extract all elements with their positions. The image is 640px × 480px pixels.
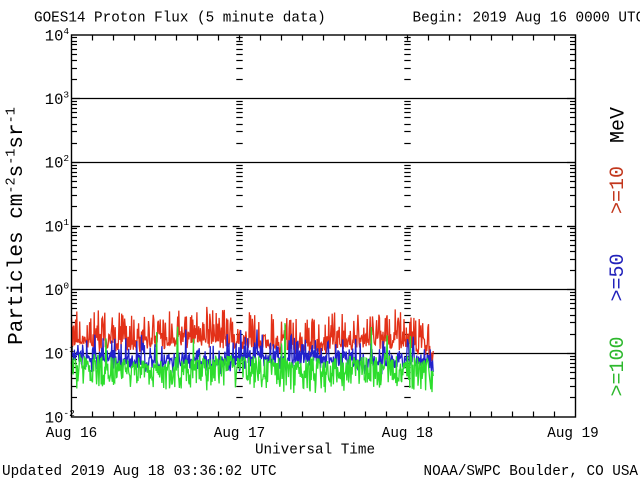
svg-text:Universal Time: Universal Time [255,443,375,459]
svg-text:>=10: >=10 [607,166,630,214]
svg-text:10-2: 10-2 [45,408,75,428]
svg-text:Aug 17: Aug 17 [214,426,265,442]
svg-text:102: 102 [45,153,70,173]
svg-text:GOES14 Proton Flux (5 minute d: GOES14 Proton Flux (5 minute data) [34,11,326,27]
svg-text:MeV: MeV [608,107,631,143]
svg-text:NOAA/SWPC Boulder, CO USA: NOAA/SWPC Boulder, CO USA [424,464,639,480]
svg-text:Updated 2019 Aug 18 03:36:02 U: Updated 2019 Aug 18 03:36:02 UTC [2,464,277,480]
svg-text:Particles cm-2s-1sr-1: Particles cm-2s-1sr-1 [5,107,30,345]
svg-text:Aug 19: Aug 19 [547,426,598,442]
svg-text:10-1: 10-1 [45,344,75,364]
svg-text:100: 100 [45,281,70,301]
svg-text:104: 104 [45,26,70,46]
svg-text:>=50: >=50 [607,253,630,301]
svg-text:>=100: >=100 [607,336,630,396]
svg-text:101: 101 [45,217,70,237]
svg-text:Begin: 2019 Aug 16 0000 UTC: Begin: 2019 Aug 16 0000 UTC [413,11,640,27]
svg-text:Aug 18: Aug 18 [382,426,433,442]
svg-text:103: 103 [45,90,70,110]
svg-text:Aug 16: Aug 16 [46,426,97,442]
